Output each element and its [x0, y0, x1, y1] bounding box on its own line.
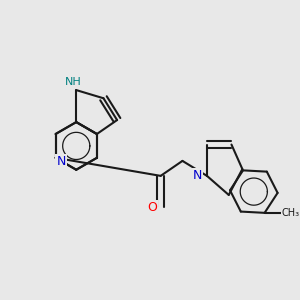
Text: NH: NH [65, 77, 82, 87]
Text: N: N [56, 155, 66, 168]
Text: CH₃: CH₃ [281, 208, 299, 218]
Text: N: N [193, 169, 202, 182]
Text: O: O [148, 201, 158, 214]
